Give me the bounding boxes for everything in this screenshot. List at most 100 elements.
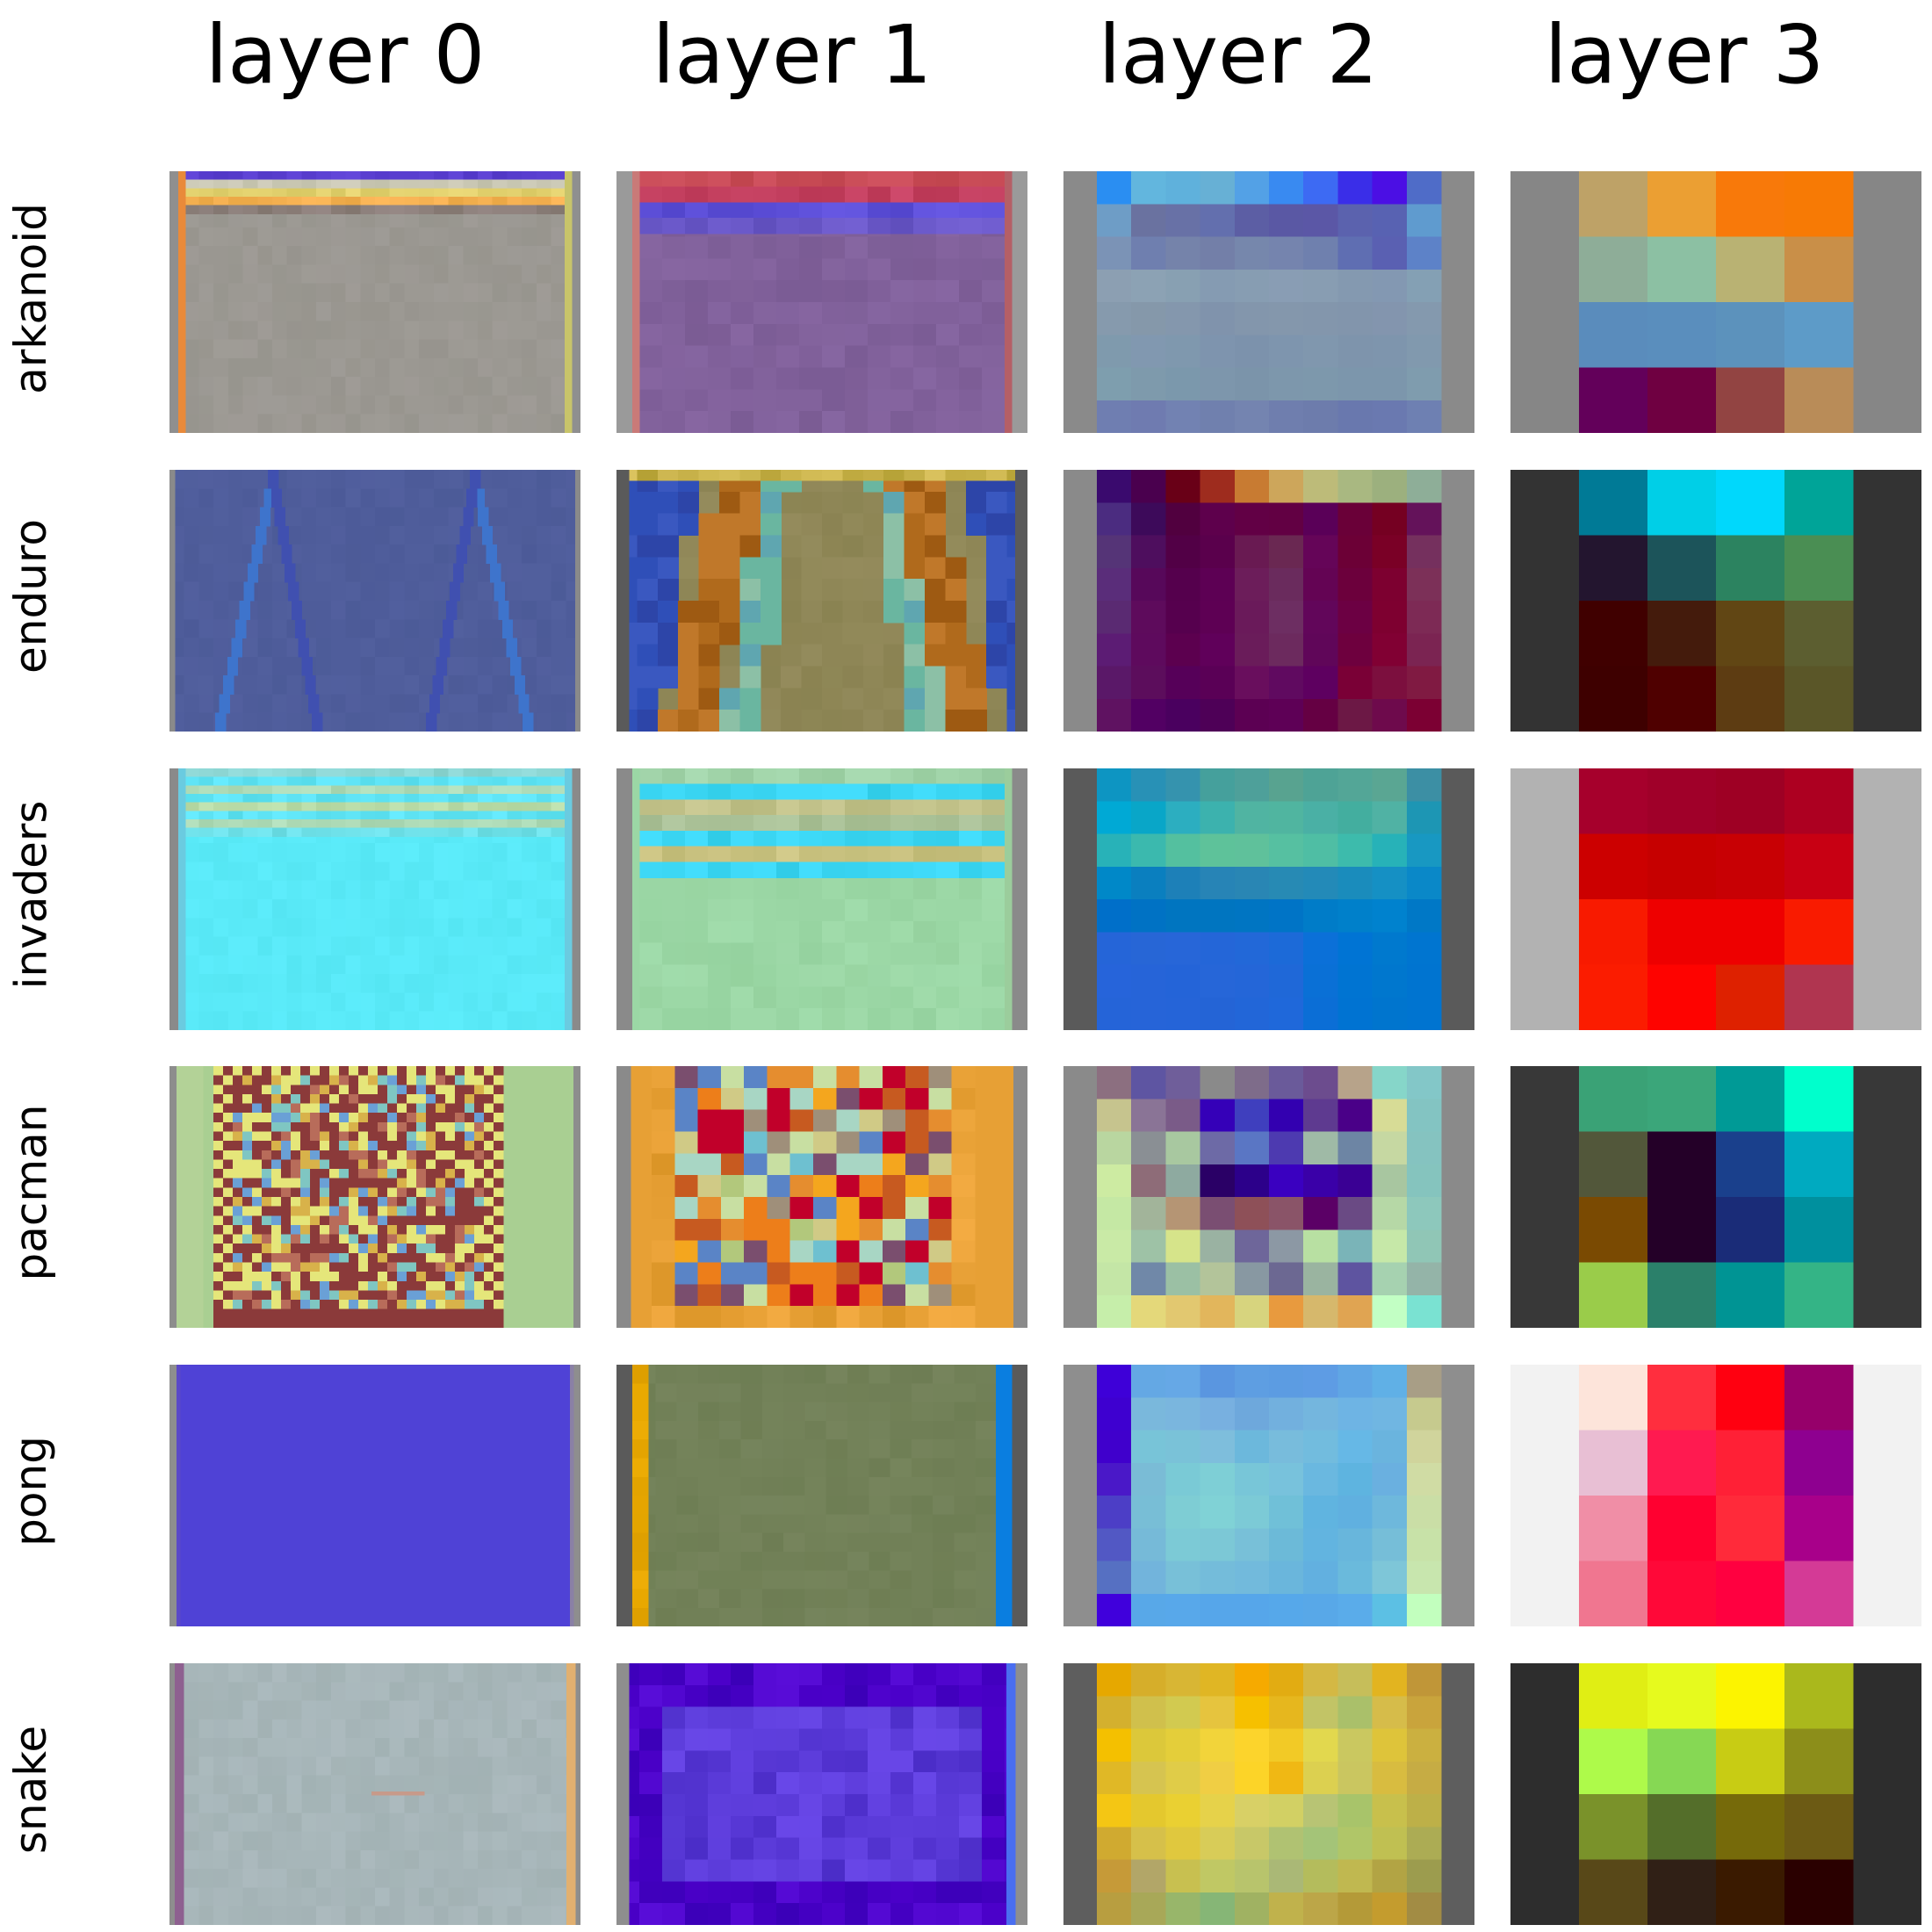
maze-cell [368,1169,378,1179]
pixel-cell [1097,899,1132,933]
pixel-cell [345,321,361,341]
pixel-cell [419,1756,435,1777]
mosaic-cell [928,1109,953,1133]
maze-cell [349,1131,359,1142]
pixel-cell [492,1700,508,1720]
side-margin [573,1365,580,1626]
pixel-cell [822,535,843,558]
pixel-cell [330,1756,347,1777]
maze-cell [213,1121,224,1133]
pixel-cell [198,955,214,975]
pixel-cell [198,880,214,900]
pixel-cell [804,1607,827,1626]
pixel-cell [890,1008,914,1030]
mosaic-cell [813,1262,837,1285]
maze-cell [474,1224,485,1236]
maze-cell [465,1244,475,1254]
band-cell [360,171,376,181]
pixel-cell [198,712,214,732]
pixel-cell [360,1887,376,1907]
maze-cell [426,1224,436,1236]
band-cell [448,794,464,804]
pixel-cell [1234,1164,1270,1198]
pixel-cell [655,1458,678,1478]
pixel-cell [1269,1164,1304,1198]
maze-cell [436,1066,446,1077]
pixel-cell [760,601,782,624]
pixel-cell [389,955,406,975]
pixel-cell [1234,1131,1270,1165]
pixel-cell [345,525,361,545]
pixel-cell [448,377,464,397]
band-cell [731,815,754,832]
maze-cell [465,1234,475,1244]
band-cell [360,179,376,189]
mosaic-cell [674,1284,699,1307]
pixel-cell [345,1682,361,1702]
pixel-cell [1303,1561,1338,1595]
pixel-cell [286,1738,303,1758]
paddle-left [632,1439,649,1460]
pixel-cell [1303,502,1338,537]
pixel-cell [698,513,720,537]
maze-cell [242,1113,253,1123]
pixel-cell [330,1775,347,1795]
pixel-cell [847,1532,869,1553]
pixel-cell [492,357,508,378]
pixel-cell [242,395,258,415]
pixel-cell [507,992,523,1013]
pixel-cell [375,264,391,285]
band-cell [316,776,332,786]
pixel-cell [404,1906,420,1925]
maze-cell [397,1178,407,1188]
maze-cell [242,1178,253,1188]
maze-cell [445,1103,456,1114]
pixel-cell [685,877,709,900]
pixel-cell [227,1775,244,1795]
band-cell [799,815,823,832]
pixel-cell [1372,400,1408,433]
maze-cell [445,1318,456,1328]
pixel-cell [257,1775,273,1795]
maze-cell [436,1224,446,1236]
pixel-cell [776,236,800,259]
pixel-cell [1303,1397,1338,1431]
pixel-cell [404,357,420,378]
maze-cell [368,1131,378,1142]
pixel-cell [936,1706,960,1730]
pixel-cell [913,1706,937,1730]
band-cell [492,179,508,189]
band-cell [708,768,732,785]
pixel-cell [761,1589,784,1609]
pixel-cell [360,414,376,433]
pixel-cell [1372,1197,1408,1230]
pixel-cell [345,619,361,639]
side-margin [169,1663,176,1925]
pixel-cell [1784,171,1854,238]
pixel-cell [360,619,376,639]
pixel-cell [330,1700,347,1720]
maze-cell [445,1093,456,1105]
maze-cell [300,1215,311,1226]
pixel-cell [936,411,960,433]
pixel-cell [1097,1397,1132,1431]
pixel-cell [1097,1294,1132,1328]
maze-cell [271,1234,282,1244]
pixel-cell [419,377,435,397]
pixel-cell [842,470,864,481]
maze-cell [358,1197,369,1208]
pixel-cell [301,1011,317,1030]
pixel-cell [286,377,303,397]
pixel-cell [551,246,566,266]
pixel-cell [685,942,709,966]
maze-cell [291,1075,301,1085]
column-header-layer-1: layer 1 [652,8,933,102]
band-cell [448,802,464,811]
maze-cell [271,1280,282,1292]
pixel-cell [708,1728,732,1751]
pixel-cell [1200,1197,1236,1230]
band-cell [419,197,435,206]
maze-cell [416,1234,427,1244]
pixel-cell [1097,470,1132,503]
maze-cell [368,1150,378,1161]
